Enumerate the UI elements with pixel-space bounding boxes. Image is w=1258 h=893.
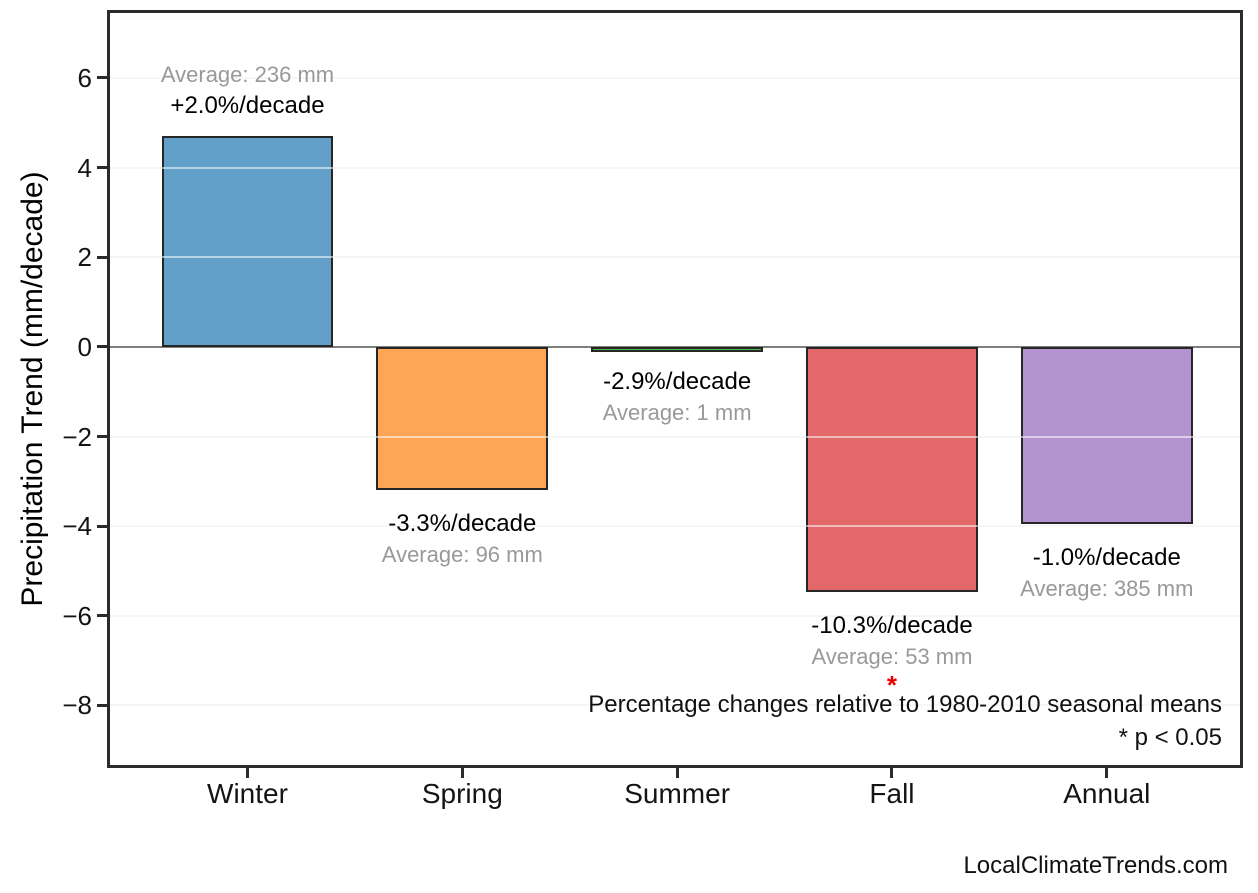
- gridline-overlay-y-4: [110, 525, 1240, 528]
- y-tick-label--4: −4: [62, 511, 92, 542]
- y-tick-mark--2: [97, 435, 107, 438]
- gridline-overlay-y-2: [110, 435, 1240, 438]
- x-tick-mark-annual: [1105, 768, 1109, 778]
- average-label-winter: Average: 236 mm: [160, 61, 335, 87]
- x-tick-label-winter: Winter: [207, 778, 288, 809]
- footnote-line-2: * p < 0.05: [1118, 724, 1222, 751]
- gridline-overlay-y2: [110, 256, 1240, 259]
- watermark: LocalClimateTrends.com: [963, 852, 1228, 879]
- y-tick-label--6: −6: [62, 600, 92, 631]
- y-tick-mark--6: [97, 614, 107, 618]
- y-tick-mark-4: [97, 166, 107, 170]
- x-tick-mark-winter: [245, 768, 249, 778]
- x-tick-label-annual: Annual: [1063, 778, 1151, 809]
- y-tick-mark--4: [97, 524, 107, 528]
- y-tick-label-4: 4: [77, 152, 92, 183]
- gridline-overlay-y4: [110, 166, 1240, 169]
- gridline-overlay-y6: [110, 76, 1240, 79]
- y-tick-mark--8: [97, 703, 107, 707]
- trend-label-winter: +2.0%/decade: [170, 91, 325, 119]
- trend-label-annual: -1.0%/decade: [1032, 544, 1181, 572]
- gridline-overlay-y-6: [110, 614, 1240, 617]
- average-label-spring: Average: 96 mm: [381, 542, 543, 568]
- y-tick-label-6: 6: [77, 62, 92, 93]
- x-tick-mark-spring: [460, 768, 464, 778]
- y-tick-mark-2: [97, 255, 107, 259]
- bar-winter: [161, 135, 334, 347]
- significance-marker-fall: *: [886, 670, 898, 700]
- footnote: Percentage changes relative to 1980-2010…: [588, 688, 1222, 754]
- x-tick-label-spring: Spring: [421, 778, 503, 809]
- average-label-summer: Average: 1 mm: [602, 400, 752, 426]
- trend-label-spring: -3.3%/decade: [388, 510, 537, 538]
- footnote-line-1: Percentage changes relative to 1980-2010…: [588, 691, 1222, 718]
- x-tick-mark-summer: [675, 768, 679, 778]
- y-tick-label--2: −2: [62, 421, 92, 452]
- average-label-fall: Average: 53 mm: [811, 644, 973, 669]
- gridline-overlay-y-8: [110, 704, 1240, 707]
- y-tick-label-2: 2: [77, 242, 92, 273]
- y-tick-label--8: −8: [62, 690, 92, 721]
- y-tick-label-0: 0: [77, 331, 92, 362]
- x-tick-mark-fall: [890, 768, 894, 778]
- y-tick-mark-6: [97, 76, 107, 80]
- trend-label-fall: -10.3%/decade: [811, 612, 973, 639]
- trend-label-summer: -2.9%/decade: [603, 368, 752, 396]
- x-tick-label-fall: Fall: [869, 778, 915, 809]
- bar-summer: [591, 346, 764, 352]
- x-tick-label-summer: Summer: [624, 778, 731, 809]
- bar-fall: [806, 346, 978, 592]
- bar-spring: [376, 346, 549, 491]
- average-label-annual: Average: 385 mm: [1020, 576, 1194, 602]
- y-tick-mark-0: [97, 345, 107, 349]
